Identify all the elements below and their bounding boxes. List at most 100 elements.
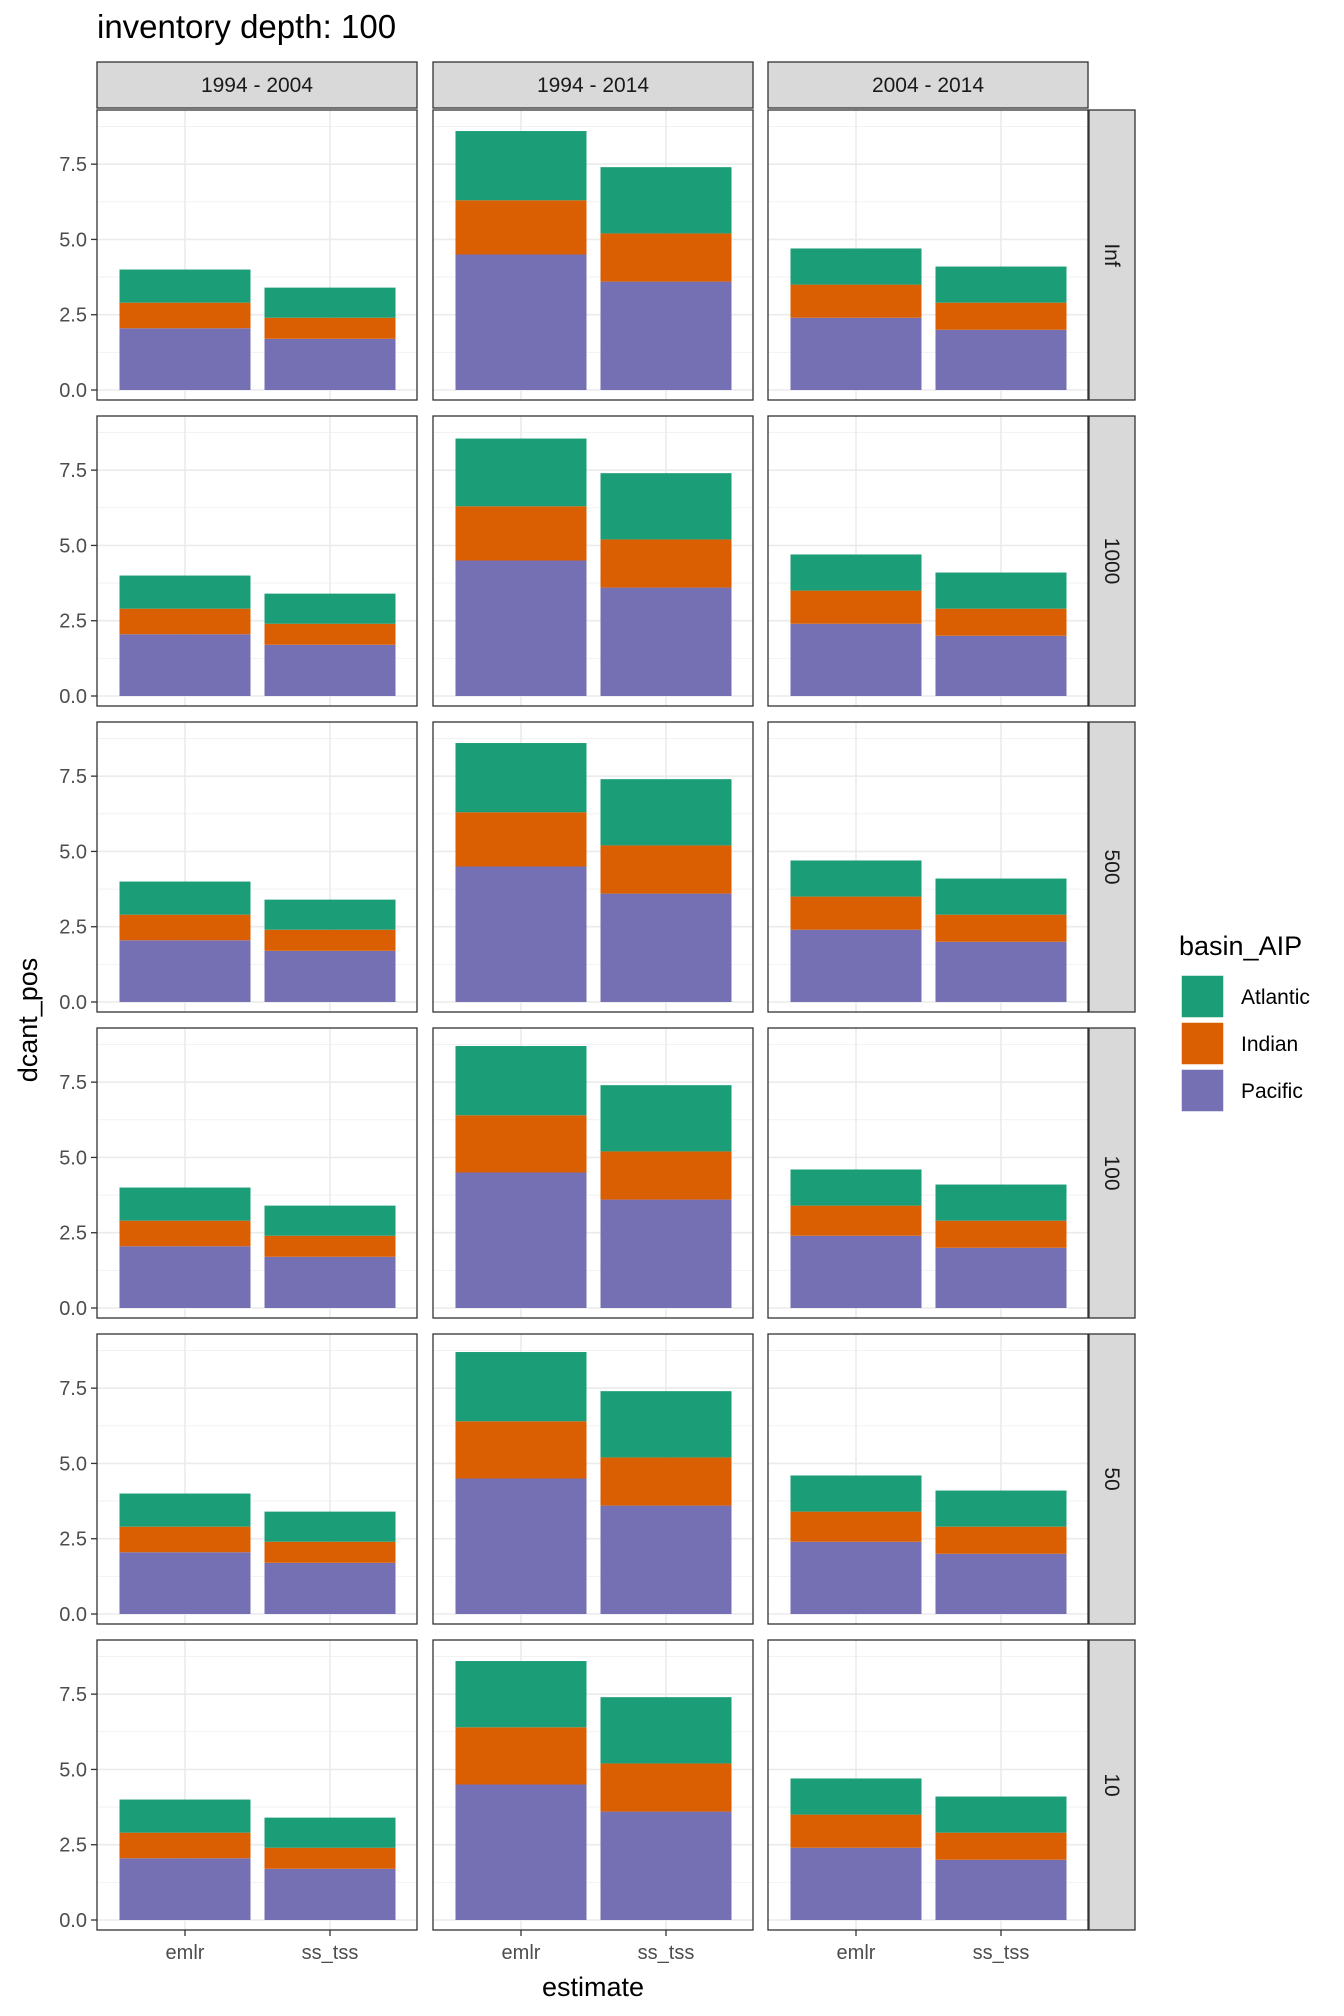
facet-panel	[767, 415, 1089, 707]
bar-segment-atlantic	[935, 1796, 1067, 1833]
panel-border	[96, 109, 418, 401]
bar-segment-indian	[600, 539, 732, 588]
facet-panel	[767, 1333, 1089, 1625]
row-strip: 50	[1088, 1333, 1136, 1625]
bar-segment-pacific	[600, 893, 732, 1002]
panel-border	[767, 109, 1089, 401]
bar-segment-indian	[455, 1421, 587, 1479]
bar-segment-indian	[600, 1763, 732, 1812]
row-strip-label: 500	[1100, 849, 1123, 884]
y-tick-label: 5.0	[59, 841, 87, 863]
bar-segment-pacific	[935, 1247, 1067, 1308]
bar-segment-pacific	[264, 1868, 396, 1920]
column-strip: 2004 - 2014	[767, 61, 1089, 109]
legend-title: basin_AIP	[1179, 931, 1302, 961]
bar-segment-atlantic	[119, 1493, 251, 1527]
bar-segment-indian	[455, 1115, 587, 1173]
bar-segment-atlantic	[455, 743, 587, 813]
y-tick-label: 5.0	[59, 1453, 87, 1475]
y-tick-label: 7.5	[59, 460, 87, 482]
facet-panel: 0.0 2.5 5.0 7.5	[59, 109, 418, 402]
bar-segment-pacific	[935, 1553, 1067, 1614]
bar-segment-atlantic	[119, 269, 251, 303]
bar-segment-pacific	[264, 338, 396, 390]
facet-panel	[432, 1027, 754, 1319]
bar-segment-indian	[935, 608, 1067, 636]
bar-segment-pacific	[600, 1505, 732, 1614]
bar-segment-pacific	[264, 1256, 396, 1308]
column-strip-label: 1994 - 2004	[201, 74, 313, 97]
bar-segment-pacific	[935, 329, 1067, 390]
facet-panel: 0.0 2.5 5.0 7.5 emlr ss_tss	[59, 1639, 418, 1964]
bar-segment-indian	[600, 233, 732, 282]
bar-segment-atlantic	[600, 167, 732, 234]
legend-key-atlantic	[1180, 974, 1225, 1019]
bar-segment-pacific	[600, 1811, 732, 1920]
bar-segment-indian	[790, 1511, 922, 1542]
bar-segment-atlantic	[455, 1661, 587, 1728]
bar-segment-indian	[935, 1220, 1067, 1248]
bar-segment-atlantic	[119, 1187, 251, 1221]
bar-segment-pacific	[935, 1859, 1067, 1920]
bar-segment-indian	[455, 506, 587, 561]
bar-segment-atlantic	[790, 554, 922, 591]
bar-segment-indian	[790, 1814, 922, 1848]
y-tick-label: 5.0	[59, 229, 87, 251]
bar-segment-atlantic	[455, 1046, 587, 1116]
panel-border	[96, 1333, 418, 1625]
row-strip: 1000	[1088, 415, 1136, 707]
y-tick-label: 5.0	[59, 535, 87, 557]
bar-segment-atlantic	[790, 860, 922, 897]
row-strip: Inf	[1088, 109, 1136, 401]
legend-label-atlantic: Atlantic	[1241, 986, 1310, 1009]
bar-segment-indian	[264, 929, 396, 951]
bar-segment-atlantic	[264, 899, 396, 930]
bar-segment-pacific	[935, 941, 1067, 1002]
y-tick-label: 2.5	[59, 1529, 87, 1551]
bar-segment-indian	[790, 896, 922, 930]
bar-segment-indian	[935, 914, 1067, 942]
column-strip-label: 1994 - 2014	[537, 74, 649, 97]
panel-border	[96, 415, 418, 707]
panel-border	[96, 721, 418, 1013]
column-strip: 1994 - 2014	[432, 61, 754, 109]
bar-segment-indian	[264, 1541, 396, 1563]
facet-panel: emlr ss_tss	[432, 1639, 754, 1964]
bar-segment-indian	[264, 1847, 396, 1869]
bar-segment-pacific	[119, 1552, 251, 1614]
plot-title: inventory depth: 100	[97, 8, 396, 45]
facet-panel: 0.0 2.5 5.0 7.5	[59, 721, 418, 1014]
column-strip: 1994 - 2004	[96, 61, 418, 109]
bar-segment-indian	[264, 623, 396, 645]
bar-segment-pacific	[455, 254, 587, 390]
bar-segment-indian	[455, 812, 587, 867]
bar-segment-indian	[600, 1151, 732, 1200]
panel-border	[432, 1333, 754, 1625]
bar-segment-pacific	[600, 1199, 732, 1308]
bar-segment-indian	[264, 1235, 396, 1257]
facet-panel: emlr ss_tss	[767, 1639, 1089, 1964]
column-strip-label: 2004 - 2014	[872, 74, 984, 97]
row-strip: 500	[1088, 721, 1136, 1013]
facet-panel	[432, 721, 754, 1013]
bar-segment-atlantic	[935, 572, 1067, 609]
x-tick-label: ss_tss	[973, 1942, 1030, 1964]
x-tick-label: ss_tss	[638, 1942, 695, 1964]
bar-segment-indian	[790, 590, 922, 624]
x-tick-label: emlr	[837, 1942, 876, 1964]
y-tick-label: 7.5	[59, 766, 87, 788]
bar-segment-atlantic	[935, 878, 1067, 915]
y-tick-label: 0.0	[59, 1910, 87, 1932]
panel-border	[767, 415, 1089, 707]
facet-panel	[432, 109, 754, 401]
bar-segment-indian	[119, 1526, 251, 1553]
y-tick-label: 5.0	[59, 1147, 87, 1169]
y-tick-label: 7.5	[59, 1072, 87, 1094]
row-strip-label: Inf	[1100, 243, 1123, 267]
row-strip-box	[1088, 415, 1136, 707]
bar-segment-indian	[119, 302, 251, 329]
bar-segment-indian	[119, 914, 251, 941]
bar-segment-indian	[935, 302, 1067, 330]
bar-segment-indian	[119, 608, 251, 635]
